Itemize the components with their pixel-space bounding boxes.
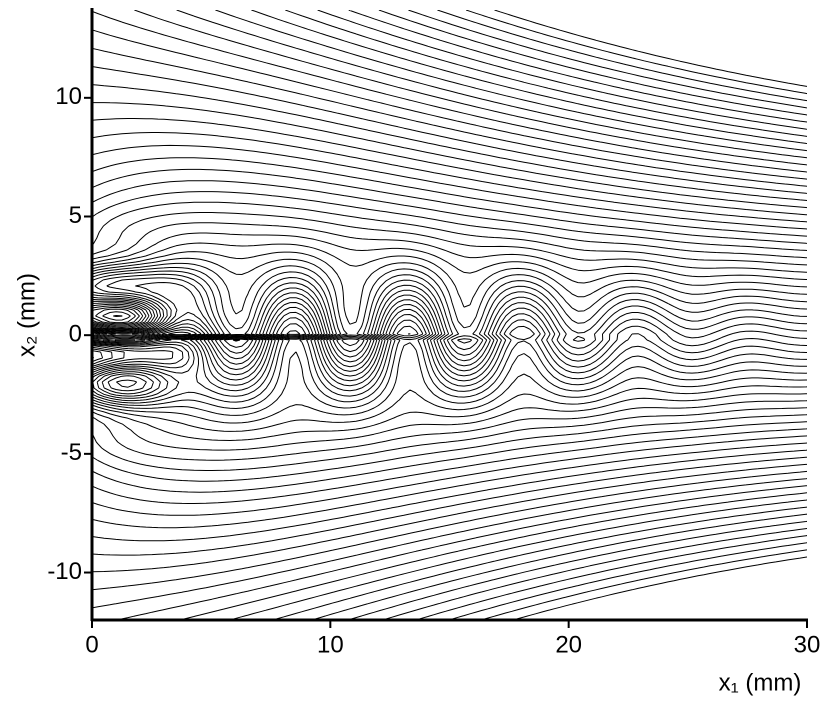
contour-line xyxy=(92,222,807,348)
y-tick-label: -10 xyxy=(47,558,82,585)
contour-line xyxy=(346,520,807,620)
contour-line xyxy=(309,513,807,620)
contour-line xyxy=(176,10,807,159)
contour-line xyxy=(414,535,807,620)
contour-line xyxy=(479,549,807,620)
contour-line xyxy=(348,10,807,123)
x-tick-label: 20 xyxy=(555,631,582,658)
contour-line xyxy=(378,10,807,116)
y-axis-label: x₂ (mm) xyxy=(13,273,40,357)
contour-line xyxy=(92,144,807,230)
contour-line xyxy=(92,317,807,441)
contour-line xyxy=(92,470,807,591)
contour-line xyxy=(92,242,807,360)
contour-line xyxy=(92,273,807,399)
contour-line xyxy=(494,10,807,87)
x-tick-label: 30 xyxy=(794,631,821,658)
contour-line xyxy=(270,506,807,620)
contour-line xyxy=(92,282,807,404)
contour-line xyxy=(92,270,807,397)
contour-line xyxy=(446,542,807,620)
contour-line xyxy=(92,435,807,516)
contour-line xyxy=(92,463,807,573)
contour-line xyxy=(92,449,807,542)
contour-line xyxy=(92,323,807,451)
contour-line xyxy=(92,212,807,342)
contour-line xyxy=(92,10,807,173)
contour-line xyxy=(92,302,807,416)
y-tick-label: -5 xyxy=(61,439,82,466)
contour-line xyxy=(92,132,807,223)
contour-line xyxy=(92,232,807,354)
contour-line xyxy=(92,297,807,409)
contour-line xyxy=(92,428,807,504)
y-tick-label: 5 xyxy=(69,202,82,229)
contour-line xyxy=(92,330,807,461)
x-tick-label: 10 xyxy=(317,631,344,658)
contour-line xyxy=(408,10,807,109)
contour-line xyxy=(215,10,807,152)
contour-line xyxy=(92,118,807,216)
contour-field xyxy=(92,10,807,620)
contour-line xyxy=(92,262,807,392)
contour-line xyxy=(92,157,807,237)
contour-line xyxy=(92,29,807,180)
contour-line xyxy=(92,180,807,317)
contour-line xyxy=(92,47,807,187)
contour-line xyxy=(92,442,807,529)
contour-line xyxy=(92,277,807,402)
contour-line xyxy=(317,10,807,130)
contour-line xyxy=(177,492,807,620)
contour-line xyxy=(134,10,807,166)
y-tick-label: 0 xyxy=(69,321,82,348)
contour-line xyxy=(92,407,807,471)
contour-line xyxy=(92,84,807,201)
contour-line xyxy=(92,478,807,609)
contour-line xyxy=(511,556,807,620)
contour-line xyxy=(92,102,807,209)
contour-line xyxy=(285,10,807,137)
contour-line xyxy=(92,191,807,321)
contour-line xyxy=(92,66,807,194)
contour-line xyxy=(92,267,807,395)
contour-line xyxy=(92,414,807,482)
contour-line xyxy=(92,257,807,388)
contour-line xyxy=(115,485,807,620)
contour-line xyxy=(92,168,807,244)
contour-line xyxy=(465,10,807,95)
y-tick-label: 10 xyxy=(55,83,82,110)
contour-line xyxy=(437,10,807,102)
x-axis-label: x₁ (mm) xyxy=(719,669,802,696)
contour-line xyxy=(228,499,807,620)
contour-line xyxy=(92,201,807,324)
contour-line xyxy=(251,10,807,145)
contour-line xyxy=(92,421,807,493)
contour-line xyxy=(92,251,807,365)
contour-line xyxy=(92,311,807,432)
x-tick-label: 0 xyxy=(85,631,98,658)
contour-line xyxy=(92,456,807,556)
contour-line xyxy=(92,306,807,424)
contour-line xyxy=(380,527,807,620)
